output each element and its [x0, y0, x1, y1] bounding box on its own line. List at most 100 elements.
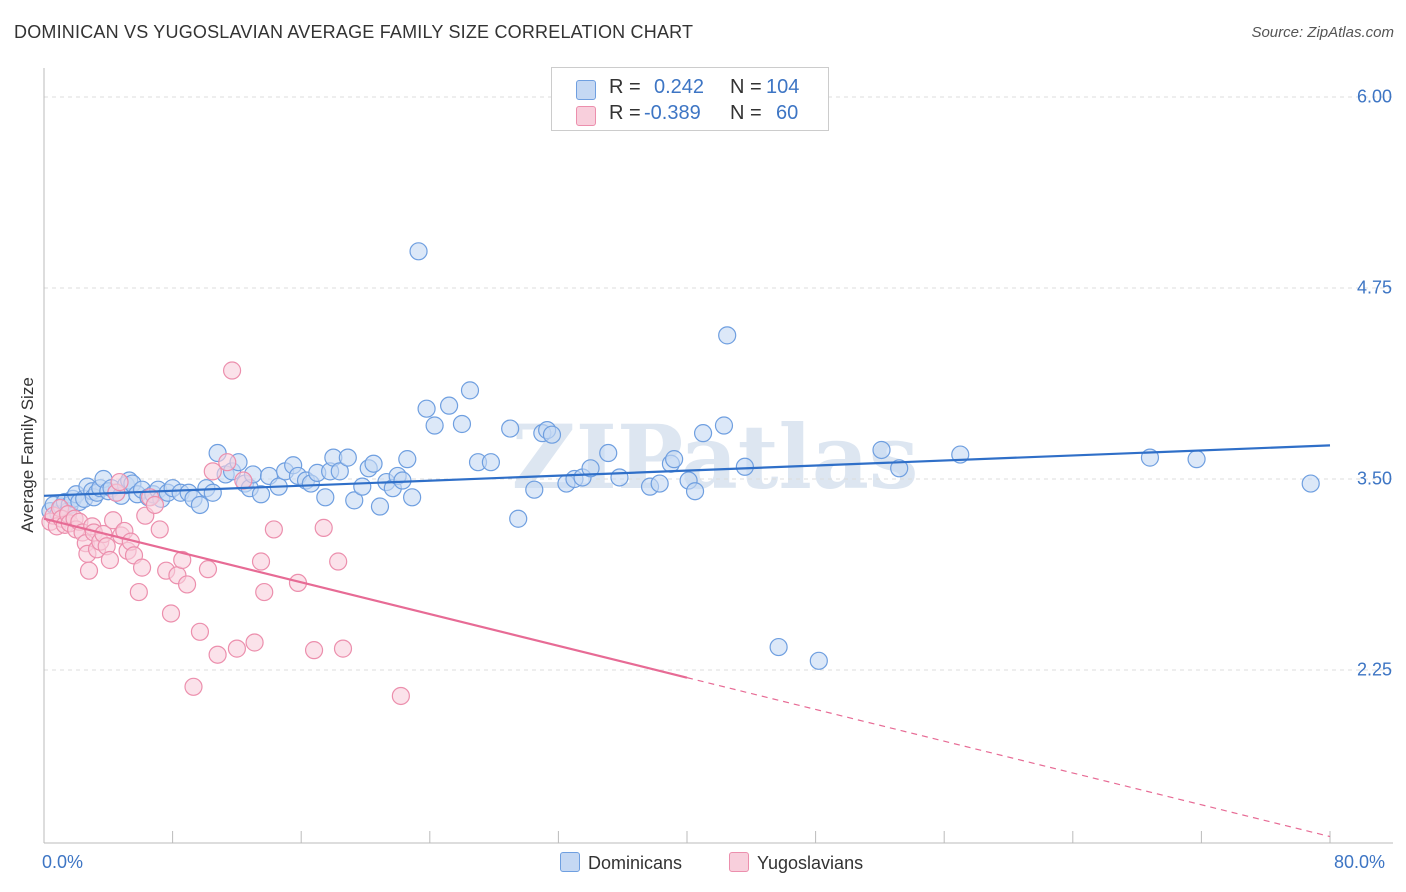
yugoslavian-point — [329, 552, 348, 571]
y-tick-label-3-50: 3.50 — [1356, 468, 1392, 489]
legend-row-dominicans: R = 0.242 N = 104 — [552, 74, 828, 102]
dominican-point — [364, 454, 383, 473]
watermark-text: ZIPatlas — [512, 405, 919, 509]
dominicans-swatch-icon — [576, 80, 596, 100]
legend-r-value: -0.389 — [644, 102, 701, 124]
dominicans-trend-line — [43, 444, 1331, 497]
yugoslavian-point — [177, 575, 197, 594]
legend-row-yugoslavians: R = -0.389 N = 60 — [552, 100, 828, 128]
dominican-point — [714, 416, 734, 435]
legend-n-value: 104 — [766, 76, 800, 98]
yugoslavian-point — [79, 561, 99, 580]
dominican-point — [417, 399, 436, 418]
dominicans-legend-icon — [560, 852, 580, 872]
dominican-point — [403, 488, 422, 507]
yugoslavians-trend-line — [43, 517, 688, 679]
dominican-point — [599, 443, 618, 463]
dominican-point — [409, 242, 428, 261]
yugoslavian-point — [222, 361, 242, 380]
dominican-point — [735, 457, 754, 476]
yugoslavian-point — [198, 560, 218, 579]
dominican-point — [890, 459, 909, 478]
dominican-point — [693, 424, 713, 443]
yugoslavian-point — [208, 645, 227, 664]
yugoslavian-point — [333, 639, 353, 658]
dominicans-legend-label: Dominicans — [588, 853, 683, 873]
y-tick-label-4-75: 4.75 — [1356, 277, 1392, 298]
yugoslavians-legend-icon — [729, 852, 749, 872]
yugoslavian-point — [391, 686, 410, 706]
yugoslavian-point — [161, 604, 181, 623]
yugoslavians-legend-label: Yugoslavians — [757, 853, 864, 873]
legend-n-value: 60 — [776, 102, 799, 124]
dominican-point — [316, 488, 335, 507]
dominican-point — [190, 495, 210, 515]
dominican-point — [665, 450, 684, 469]
yugoslavians-swatch-icon — [576, 106, 596, 126]
dominican-point — [650, 474, 669, 493]
yugoslavian-point — [129, 582, 148, 602]
yugoslavian-point — [150, 520, 169, 539]
correlation-legend: R = 0.242 N = 104 R = -0.389 N = 60 — [551, 67, 829, 131]
yugoslavians-trend-extension — [686, 677, 1331, 838]
dominican-point — [370, 497, 390, 516]
chart-title: DOMINICAN VS YUGOSLAVIAN AVERAGE FAMILY … — [14, 22, 694, 42]
dominican-point — [581, 459, 600, 478]
legend-r-value: 0.242 — [654, 76, 705, 98]
dominican-point — [509, 509, 528, 528]
yugoslavian-point — [314, 518, 333, 537]
y-tick-label-6-00: 6.00 — [1356, 86, 1392, 107]
dominican-point — [425, 416, 444, 435]
yugoslavian-point — [173, 550, 192, 570]
legend-n-label: N = — [730, 76, 762, 98]
dominican-point — [481, 453, 500, 472]
yugoslavian-point — [100, 550, 120, 570]
bottom-legend-yugoslavians: Yugoslavians — [729, 852, 863, 874]
yugoslavian-point — [304, 641, 324, 660]
dominican-point — [525, 480, 544, 499]
yugoslavian-point — [234, 471, 253, 490]
legend-n-label: N = — [730, 102, 762, 124]
dominican-point — [251, 485, 271, 504]
dominican-point — [718, 326, 737, 345]
dominican-point — [769, 637, 788, 657]
y-tick-label-2-25: 2.25 — [1356, 659, 1392, 680]
yugoslavian-point — [184, 677, 203, 696]
dominican-point — [872, 440, 891, 460]
dominican-point — [203, 483, 222, 502]
dominican-point — [452, 414, 472, 434]
dominican-point — [610, 468, 629, 487]
yugoslavian-point — [255, 582, 274, 602]
dominican-point — [501, 419, 520, 438]
legend-r-label: R = — [609, 102, 641, 124]
dominican-point — [338, 448, 357, 467]
yugoslavian-point — [145, 495, 165, 515]
dominican-point — [345, 491, 364, 510]
dominican-point — [809, 651, 828, 670]
dominican-point — [460, 381, 480, 400]
yugoslavian-point — [227, 639, 246, 658]
dominican-point — [1301, 474, 1320, 493]
yugoslavian-point — [245, 633, 264, 652]
yugoslavian-point — [110, 472, 129, 492]
dominican-point — [330, 462, 349, 481]
yugoslavian-point — [218, 453, 237, 472]
source-label: Source: ZipAtlas.com — [1251, 24, 1394, 41]
yugoslavian-point — [264, 520, 283, 539]
dominican-point — [398, 450, 417, 469]
yugoslavian-point — [104, 511, 123, 530]
yugoslavian-point — [251, 552, 271, 571]
yugoslavian-point — [203, 462, 222, 481]
dominican-point — [685, 482, 705, 501]
dominican-point — [353, 477, 372, 496]
legend-r-label: R = — [609, 76, 641, 98]
bottom-legend-dominicans: Dominicans — [560, 852, 682, 874]
dominican-point — [542, 425, 562, 444]
dominican-point — [1187, 450, 1206, 469]
x-tick-label-min: 0.0% — [42, 852, 84, 872]
yugoslavian-point — [132, 558, 152, 577]
yugoslavian-point — [190, 622, 210, 641]
dominican-point — [439, 396, 459, 415]
x-tick-label-max: 80.0% — [1334, 852, 1386, 872]
